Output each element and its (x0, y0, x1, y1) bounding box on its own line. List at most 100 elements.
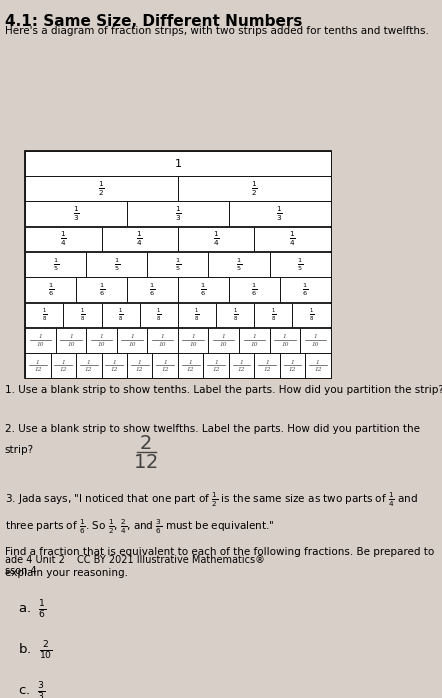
Text: Find a fraction that is equivalent to each of the following fractions. Be prepar: Find a fraction that is equivalent to ea… (5, 547, 434, 557)
Text: 12: 12 (263, 367, 271, 372)
Text: $\frac{1}{4}$: $\frac{1}{4}$ (60, 230, 67, 248)
Text: 10: 10 (281, 341, 289, 347)
Text: explain your reasoning.: explain your reasoning. (5, 568, 128, 578)
Bar (254, 353, 280, 378)
Text: $\frac{1}{2}$: $\frac{1}{2}$ (251, 179, 258, 198)
Text: 12: 12 (187, 367, 194, 372)
Bar (152, 353, 178, 378)
Text: a.  $\frac{1}{6}$: a. $\frac{1}{6}$ (19, 599, 47, 621)
Text: 10: 10 (251, 341, 258, 347)
Text: $\frac{1}{4}$: $\frac{1}{4}$ (213, 230, 219, 248)
Bar (25, 227, 102, 251)
Text: three parts of $\frac{1}{6}$. So $\frac{1}{2}$, $\frac{2}{4}$, and $\frac{3}{6}$: three parts of $\frac{1}{6}$. So $\frac{… (5, 517, 274, 536)
Bar (229, 277, 280, 302)
Bar (147, 328, 178, 352)
Bar (86, 252, 147, 276)
Bar (56, 328, 86, 352)
Bar (178, 277, 229, 302)
Text: $\frac{1}{5}$: $\frac{1}{5}$ (114, 256, 120, 273)
Bar (25, 202, 127, 226)
Text: 10: 10 (128, 341, 136, 347)
Text: 1: 1 (316, 359, 320, 365)
Text: 1: 1 (138, 359, 141, 365)
Bar (25, 302, 63, 327)
Bar (229, 202, 331, 226)
Text: 12: 12 (60, 367, 67, 372)
Text: 12: 12 (289, 367, 296, 372)
Bar (209, 328, 239, 352)
Text: 12: 12 (314, 367, 322, 372)
Text: 10: 10 (190, 341, 197, 347)
Bar (25, 252, 86, 276)
Bar (25, 353, 51, 378)
Text: 1: 1 (112, 359, 116, 365)
Text: $\mathit{2}$: $\mathit{2}$ (140, 435, 152, 453)
Text: $\frac{1}{2}$: $\frac{1}{2}$ (98, 179, 105, 198)
Text: 1: 1 (313, 334, 317, 339)
Text: $\frac{1}{5}$: $\frac{1}{5}$ (175, 256, 181, 273)
Bar (270, 328, 300, 352)
Text: $1$: $1$ (174, 157, 182, 169)
Bar (229, 353, 254, 378)
Text: $\frac{1}{8}$: $\frac{1}{8}$ (118, 307, 123, 323)
Text: 2. Use a blank strip to show twelfths. Label the parts. How did you partition th: 2. Use a blank strip to show twelfths. L… (5, 424, 420, 434)
Bar (76, 277, 127, 302)
Text: 4.1: Same Size, Different Numbers: 4.1: Same Size, Different Numbers (5, 14, 302, 29)
Bar (51, 353, 76, 378)
Text: 1: 1 (130, 334, 134, 339)
Bar (178, 353, 203, 378)
Text: CC BY 2021 Illustrative Mathematics®: CC BY 2021 Illustrative Mathematics® (77, 555, 265, 565)
Bar (86, 328, 117, 352)
Text: 12: 12 (34, 367, 42, 372)
Text: 1: 1 (240, 359, 244, 365)
Text: 10: 10 (37, 341, 44, 347)
Bar (280, 353, 305, 378)
Text: $\frac{1}{8}$: $\frac{1}{8}$ (42, 307, 47, 323)
Text: $\frac{1}{3}$: $\frac{1}{3}$ (175, 205, 181, 223)
Text: $\frac{1}{4}$: $\frac{1}{4}$ (289, 230, 296, 248)
Bar (147, 252, 209, 276)
Text: $\frac{1}{6}$: $\frac{1}{6}$ (251, 281, 257, 298)
Text: 1: 1 (61, 359, 65, 365)
Text: 1: 1 (87, 359, 91, 365)
Bar (25, 277, 76, 302)
Text: 12: 12 (212, 367, 220, 372)
Text: 1: 1 (189, 359, 193, 365)
Text: 10: 10 (98, 341, 105, 347)
Text: 12: 12 (110, 367, 118, 372)
Text: 12: 12 (136, 367, 144, 372)
Text: $\frac{1}{6}$: $\frac{1}{6}$ (149, 281, 156, 298)
Bar (254, 302, 293, 327)
Bar (102, 302, 140, 327)
Text: b.  $\frac{2}{10}$: b. $\frac{2}{10}$ (19, 640, 53, 662)
Text: $\frac{1}{6}$: $\frac{1}{6}$ (48, 281, 53, 298)
Text: $\frac{1}{6}$: $\frac{1}{6}$ (302, 281, 308, 298)
Bar (178, 176, 331, 201)
Bar (25, 151, 331, 378)
Text: 1: 1 (99, 334, 103, 339)
Text: 1. Use a blank strip to show tenths. Label the parts. How did you partition the : 1. Use a blank strip to show tenths. Lab… (5, 385, 442, 395)
Bar (203, 353, 229, 378)
Text: sson 4: sson 4 (5, 566, 36, 576)
Bar (102, 353, 127, 378)
Bar (216, 302, 254, 327)
Text: $\frac{1}{8}$: $\frac{1}{8}$ (309, 307, 314, 323)
Text: 1: 1 (38, 334, 42, 339)
Text: $\frac{1}{6}$: $\frac{1}{6}$ (200, 281, 206, 298)
Text: $\frac{1}{8}$: $\frac{1}{8}$ (80, 307, 85, 323)
Text: 1: 1 (222, 334, 225, 339)
Bar (305, 353, 331, 378)
Text: $\frac{1}{5}$: $\frac{1}{5}$ (53, 256, 59, 273)
Bar (25, 176, 178, 201)
Bar (178, 302, 216, 327)
Text: $\frac{1}{6}$: $\frac{1}{6}$ (99, 281, 105, 298)
Bar (140, 302, 178, 327)
Bar (300, 328, 331, 352)
Text: $\frac{1}{8}$: $\frac{1}{8}$ (156, 307, 161, 323)
Bar (239, 328, 270, 352)
Text: $\frac{1}{3}$: $\frac{1}{3}$ (276, 205, 283, 223)
Text: 1: 1 (290, 359, 294, 365)
Text: $\frac{1}{5}$: $\frac{1}{5}$ (236, 256, 242, 273)
Bar (280, 277, 331, 302)
Bar (63, 302, 102, 327)
